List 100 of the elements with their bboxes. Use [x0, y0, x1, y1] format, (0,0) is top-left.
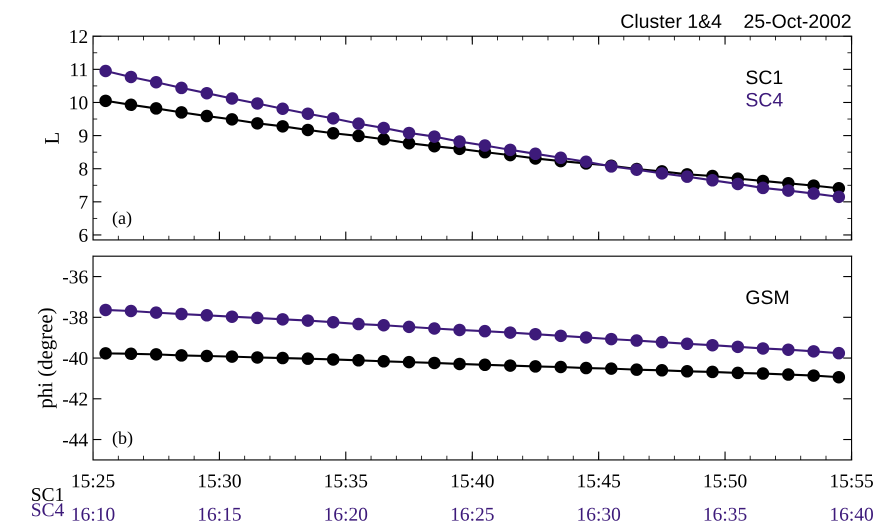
point	[326, 112, 340, 125]
point	[124, 304, 138, 318]
point	[352, 130, 365, 142]
point	[99, 347, 112, 360]
point	[150, 306, 162, 319]
text: SC4	[746, 92, 783, 107]
point	[200, 86, 214, 100]
point	[402, 126, 416, 140]
point	[226, 92, 238, 105]
point	[706, 366, 719, 378]
point	[276, 313, 289, 326]
point	[402, 356, 416, 368]
y-tick-label: -42	[62, 392, 88, 406]
point	[124, 348, 138, 360]
point	[478, 139, 492, 152]
point	[807, 369, 820, 382]
point	[150, 76, 162, 89]
y-tick-label: 8	[79, 162, 88, 176]
point	[832, 190, 846, 204]
point	[807, 345, 820, 358]
point	[352, 318, 365, 330]
chart-title: Cluster 1&4 25-Oct-2002	[621, 14, 851, 28]
point	[832, 346, 846, 360]
point	[175, 82, 188, 94]
point	[402, 320, 416, 334]
y-tick-label: 6	[79, 228, 88, 242]
y-tick-label: -40	[62, 352, 88, 365]
point	[428, 322, 441, 335]
annotation: (a)	[112, 211, 132, 228]
point	[377, 132, 390, 146]
point	[226, 350, 238, 363]
x2-tick-label: 16:30	[578, 508, 620, 521]
point	[554, 152, 567, 164]
point	[554, 360, 567, 374]
point	[554, 330, 567, 342]
x-tick-label: 15:35	[325, 474, 368, 488]
point	[782, 368, 795, 381]
point	[302, 107, 314, 120]
x2-tick-label: 16:35	[704, 508, 746, 521]
point	[302, 314, 314, 327]
x2-tick-label: 16:10	[72, 508, 114, 521]
point	[807, 187, 820, 200]
point	[453, 358, 466, 370]
y-tick-label: 7	[80, 196, 88, 209]
point	[377, 319, 390, 332]
point	[478, 324, 492, 338]
x2-tick-label: 16:15	[198, 508, 241, 521]
point	[377, 355, 390, 368]
point	[756, 342, 770, 355]
point	[302, 124, 314, 136]
y-tick-label: -38	[62, 311, 88, 324]
point	[630, 334, 643, 347]
point	[504, 326, 516, 339]
x2-tick-label: 16:20	[325, 508, 368, 521]
point	[832, 370, 846, 384]
point	[352, 354, 365, 367]
point	[150, 102, 162, 115]
text: SC1	[746, 70, 782, 84]
point	[656, 364, 668, 377]
point	[200, 350, 214, 362]
point	[402, 136, 416, 150]
point	[124, 98, 138, 112]
point	[580, 362, 592, 374]
y-tick-label: 11	[71, 63, 88, 76]
point	[226, 113, 238, 126]
x2-tick-label: 16:40	[831, 508, 873, 521]
point	[150, 348, 162, 361]
point	[124, 70, 138, 84]
point	[377, 122, 390, 134]
point	[326, 316, 340, 328]
point	[782, 184, 795, 197]
point	[605, 362, 618, 375]
point	[756, 367, 770, 380]
point	[680, 338, 694, 350]
point	[99, 94, 112, 108]
point	[175, 308, 188, 320]
point	[251, 351, 264, 364]
point	[251, 117, 264, 130]
point	[504, 144, 516, 156]
point	[251, 97, 264, 110]
x-tick-label: 15:25	[72, 474, 114, 488]
y-tick-label: -36	[62, 270, 88, 284]
point	[756, 182, 770, 194]
x-tick-label: 15:50	[704, 474, 746, 488]
point	[529, 148, 542, 160]
point	[352, 117, 365, 130]
point	[706, 338, 719, 352]
annotation: (b)	[112, 431, 132, 448]
point	[428, 130, 441, 143]
point	[706, 174, 719, 187]
point	[302, 352, 314, 365]
point	[478, 358, 492, 372]
point	[732, 178, 744, 190]
point	[276, 120, 289, 133]
y-axis-title: phi (degree)	[38, 308, 57, 408]
x-axis-title: SC1	[32, 488, 64, 502]
point	[630, 363, 643, 376]
point	[453, 324, 466, 336]
point	[175, 349, 188, 362]
point	[99, 304, 112, 316]
